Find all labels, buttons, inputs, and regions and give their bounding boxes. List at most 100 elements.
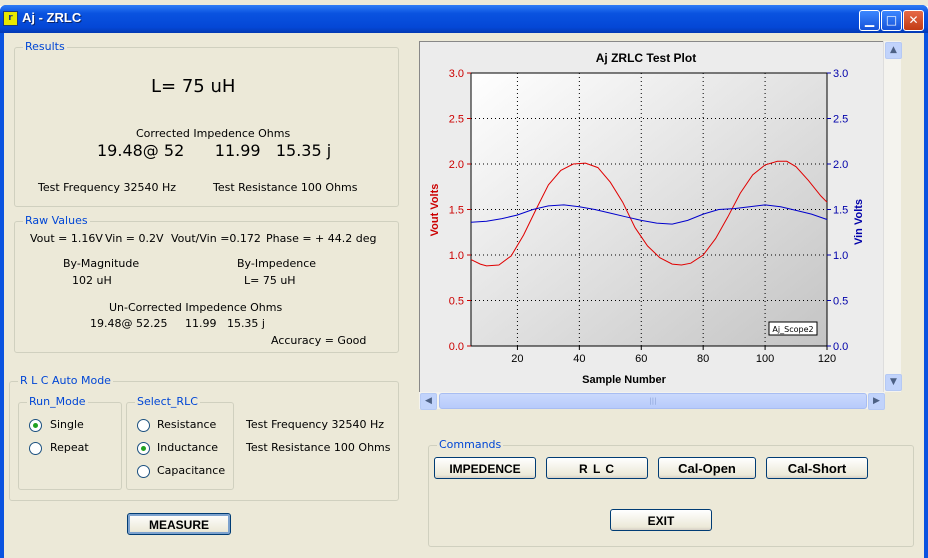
- phase-readout: Phase = + 44.2 deg: [266, 232, 377, 245]
- scroll-thumb[interactable]: |||: [439, 393, 867, 409]
- right-y-tick-label: 1.0: [833, 250, 848, 262]
- chevron-left-icon: ◀: [425, 396, 432, 406]
- repeat-radio[interactable]: [29, 442, 42, 455]
- exit-button[interactable]: EXIT: [610, 509, 712, 531]
- plot-horizontal-scrollbar[interactable]: ◀ ||| ▶: [419, 392, 885, 410]
- plot-area: [470, 72, 828, 347]
- cal-short-button[interactable]: Cal-Short: [766, 457, 868, 479]
- right-y-tick-label: 0.5: [833, 296, 848, 308]
- left-y-tick-label: 3.0: [449, 68, 464, 80]
- scope-tag: Aj_Scope2: [772, 325, 813, 334]
- vout-series-line: [470, 160, 828, 267]
- by-magnitude-value: 102 uH: [72, 274, 112, 287]
- left-y-tick-label: 2.5: [449, 114, 464, 126]
- left-y-tick-label: 0.5: [449, 296, 464, 308]
- measure-button[interactable]: MEASURE: [127, 513, 231, 535]
- minimize-icon: ▁: [864, 13, 875, 27]
- series-lines: [470, 160, 828, 267]
- x-axis-label: Sample Number: [582, 374, 666, 386]
- scroll-right-arrow[interactable]: ▶: [868, 393, 885, 410]
- right-y-tick-label: 2.0: [833, 159, 848, 171]
- scope-tag-box: [768, 321, 818, 336]
- repeat-label[interactable]: Repeat: [50, 441, 89, 454]
- corrected-impedence-values: 19.48@ 52 11.99 15.35 j: [97, 141, 332, 160]
- right-y-tick-label: 1.5: [833, 205, 848, 217]
- maximize-icon: □: [885, 13, 898, 27]
- corrected-impedence-label: Corrected Impedence Ohms: [136, 127, 291, 140]
- cal-open-button[interactable]: Cal-Open: [658, 457, 756, 479]
- client-area: Results L= 75 uH Corrected Impedence Ohm…: [4, 33, 924, 558]
- close-icon: ✕: [908, 13, 919, 27]
- scroll-left-arrow[interactable]: ◀: [420, 393, 437, 410]
- chevron-down-icon: ▼: [890, 377, 897, 387]
- result-value: L= 75 uH: [151, 76, 236, 97]
- inductance-label[interactable]: Inductance: [157, 441, 219, 454]
- x-tick-label: 60: [635, 353, 647, 365]
- left-y-tick-label: 1.0: [449, 250, 464, 262]
- accuracy-readout: Accuracy = Good: [271, 334, 367, 347]
- results-group: Results L= 75 uH Corrected Impedence Ohm…: [14, 40, 399, 207]
- right-y-tick-label: 0.0: [833, 341, 848, 353]
- auto-test-frequency: Test Frequency 32540 Hz: [246, 418, 385, 431]
- by-impedence-value: L= 75 uH: [244, 274, 296, 287]
- select-rlc-legend: Select_RLC: [135, 395, 200, 408]
- by-magnitude-label: By-Magnitude: [63, 257, 140, 270]
- commands-group: Commands: [428, 438, 914, 547]
- ratio-readout: Vout/Vin =0.172: [171, 232, 261, 245]
- results-test-resistance: Test Resistance 100 Ohms: [213, 181, 358, 194]
- inductance-radio[interactable]: [137, 442, 150, 455]
- vin-series-line: [470, 204, 828, 225]
- resistance-label[interactable]: Resistance: [157, 418, 217, 431]
- left-axis-label: Vout Volts: [429, 184, 441, 237]
- uncorrected-impedence-label: Un-Corrected Impedence Ohms: [109, 301, 283, 314]
- right-y-tick-label: 2.5: [833, 114, 848, 126]
- scroll-up-arrow[interactable]: ▲: [885, 42, 902, 59]
- impedence-button[interactable]: IMPEDENCE: [434, 457, 536, 479]
- chevron-right-icon: ▶: [873, 396, 880, 406]
- minimize-button[interactable]: ▁: [859, 10, 880, 31]
- single-label[interactable]: Single: [50, 418, 84, 431]
- rlc-auto-mode-legend: R L C Auto Mode: [18, 374, 113, 387]
- by-impedence-label: By-Impedence: [237, 257, 317, 270]
- rlc-auto-mode-group: R L C Auto Mode Run_Mode Single Repeat S…: [9, 374, 399, 501]
- plot-vertical-scrollbar[interactable]: ▲ ▼: [883, 41, 902, 392]
- left-y-tick-label: 2.0: [449, 159, 464, 171]
- left-y-tick-label: 0.0: [449, 341, 464, 353]
- left-y-tick-label: 1.5: [449, 205, 464, 217]
- x-tick-label: 100: [756, 353, 774, 365]
- resistance-radio[interactable]: [137, 419, 150, 432]
- title-bar[interactable]: r Aj - ZRLC ▁ □ ✕: [0, 5, 928, 33]
- raw-values-legend: Raw Values: [23, 214, 90, 227]
- right-y-tick-label: 3.0: [833, 68, 848, 80]
- app-icon[interactable]: r: [3, 11, 18, 26]
- app-window: r Aj - ZRLC ▁ □ ✕ Results L= 75 uH Corre…: [0, 5, 928, 558]
- chevron-up-icon: ▲: [890, 45, 897, 55]
- chart-title: Aj ZRLC Test Plot: [596, 51, 696, 65]
- right-axis-label: Vin Volts: [853, 199, 865, 245]
- commands-legend: Commands: [437, 438, 504, 451]
- background-toolbar-strip: [0, 0, 928, 6]
- maximize-button[interactable]: □: [881, 10, 902, 31]
- test-plot: Aj ZRLC Test Plot 20 40 60 80 100 120 0.0 0.0 0.…: [419, 41, 884, 394]
- window-title: Aj - ZRLC: [22, 10, 82, 25]
- close-button[interactable]: ✕: [903, 10, 924, 31]
- x-tick-label: 80: [697, 353, 709, 365]
- vin-readout: Vin = 0.2V: [105, 232, 164, 245]
- rlc-button[interactable]: R L C: [546, 457, 648, 479]
- run-mode-legend: Run_Mode: [27, 395, 88, 408]
- x-tick-label: 120: [818, 353, 836, 365]
- x-tick-label: 40: [573, 353, 585, 365]
- capacitance-radio[interactable]: [137, 465, 150, 478]
- scroll-down-arrow[interactable]: ▼: [885, 374, 902, 391]
- grip-icon: |||: [649, 397, 657, 405]
- auto-test-resistance: Test Resistance 100 Ohms: [246, 441, 391, 454]
- single-radio[interactable]: [29, 419, 42, 432]
- uncorrected-impedence-values: 19.48@ 52.25 11.99 15.35 j: [90, 317, 265, 330]
- run-mode-group: Run_Mode Single Repeat: [18, 395, 122, 490]
- results-legend: Results: [23, 40, 67, 53]
- results-test-frequency: Test Frequency 32540 Hz: [38, 181, 177, 194]
- select-rlc-group: Select_RLC Resistance Inductance Capacit…: [126, 395, 234, 490]
- capacitance-label[interactable]: Capacitance: [157, 464, 226, 477]
